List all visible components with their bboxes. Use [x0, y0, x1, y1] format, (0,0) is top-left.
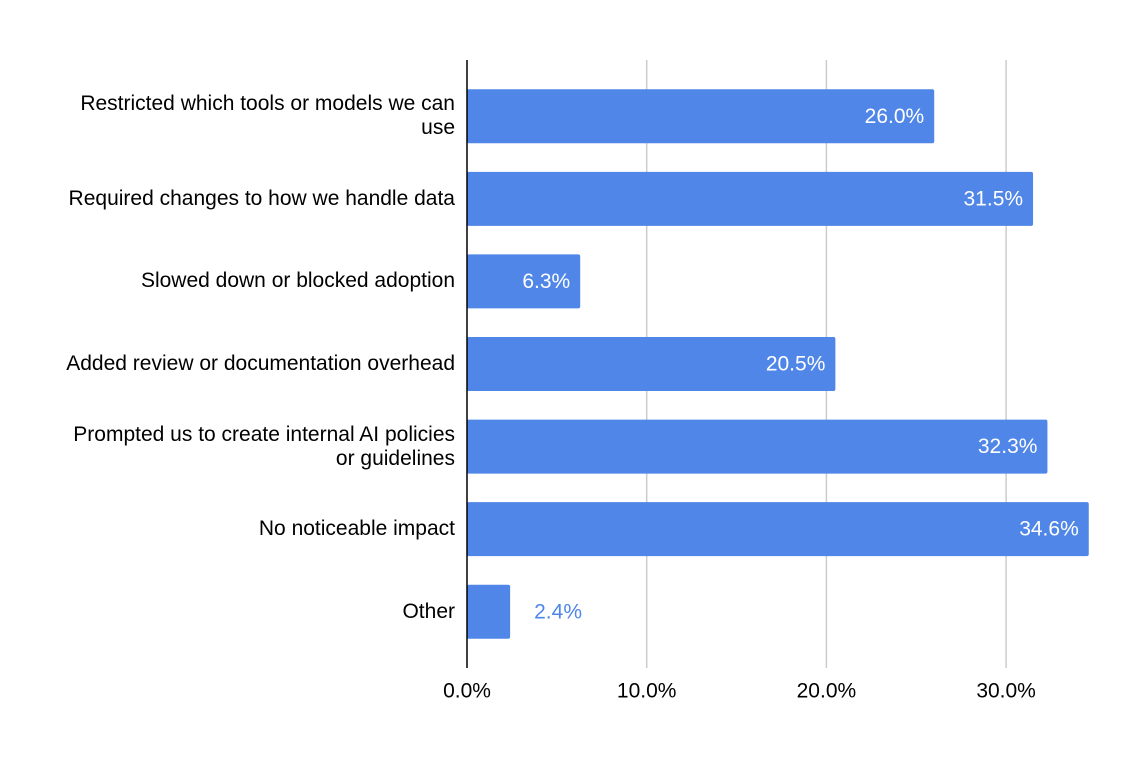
- bar: [467, 254, 581, 309]
- y-tick-label: Prompted us to create internal AI polici…: [73, 422, 455, 470]
- value-label: 2.4%: [534, 600, 582, 623]
- x-tick-label: 0.0%: [443, 680, 491, 703]
- y-tick-label: No noticeable impact: [258, 517, 455, 541]
- bar: [467, 337, 836, 391]
- y-tick-label: Required changes to how we handle data: [68, 186, 455, 210]
- bar: [467, 171, 1034, 226]
- y-tick-label: Other: [402, 599, 455, 623]
- x-tick-label: 10.0%: [617, 680, 677, 703]
- value-label: 31.5%: [964, 187, 1024, 210]
- value-label: 20.5%: [766, 353, 826, 376]
- y-tick-label: Added review or documentation overhead: [66, 352, 455, 375]
- value-label: 34.6%: [1019, 518, 1079, 541]
- value-label: 26.0%: [865, 105, 925, 128]
- bar: [467, 502, 1089, 557]
- bar: [467, 89, 935, 144]
- bar: [467, 419, 1048, 474]
- x-tick-label: 30.0%: [976, 680, 1036, 703]
- value-label: 6.3%: [522, 270, 570, 293]
- bar: [467, 584, 511, 639]
- y-tick-label: Restricted which tools or models we can …: [80, 92, 455, 140]
- y-tick-label: Slowed down or blocked adoption: [140, 269, 455, 293]
- x-tick-label: 20.0%: [797, 680, 857, 703]
- value-label: 32.3%: [978, 435, 1038, 458]
